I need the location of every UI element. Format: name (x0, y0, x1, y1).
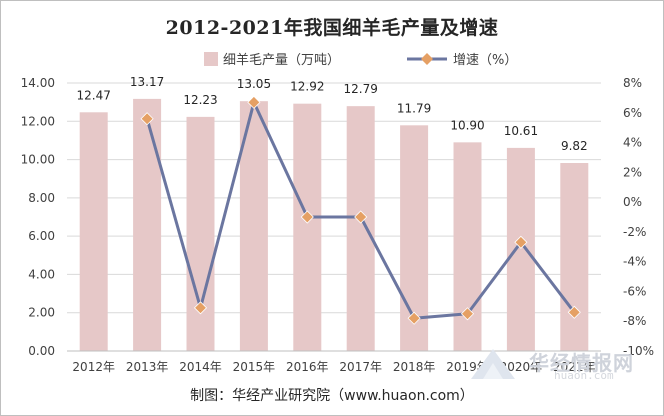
y-left-tick-label: 6.00 (28, 229, 55, 243)
y-right-tick-label: 0% (623, 195, 642, 209)
y-right-tick-label: 8% (623, 76, 642, 90)
y-right-tick-label: -2% (623, 225, 646, 239)
bar-data-label: 12.23 (183, 93, 217, 107)
bar-data-label: 12.79 (344, 82, 378, 96)
y-left-tick-label: 10.00 (21, 153, 55, 167)
growth-marker (140, 112, 154, 126)
watermark-logo-icon (471, 349, 515, 379)
growth-marker (567, 305, 581, 319)
bar-data-label: 11.79 (397, 101, 431, 115)
x-tick-label: 2012年 (72, 360, 115, 374)
bar-data-label: 10.61 (504, 124, 538, 138)
x-tick-label: 2017年 (339, 360, 382, 374)
y-left-tick-label: 0.00 (28, 344, 55, 358)
growth-marker (354, 210, 368, 224)
y-left-tick-label: 14.00 (21, 76, 55, 90)
x-tick-label: 2021年 (553, 360, 596, 374)
source-note: 制图：华经产业研究院（www.huaon.com） (190, 388, 474, 404)
bar (79, 112, 108, 351)
y-left-tick-label: 12.00 (21, 114, 55, 128)
y-right-tick-label: -4% (623, 255, 646, 269)
y-left-tick-label: 4.00 (28, 267, 55, 281)
bar-data-label: 9.82 (561, 139, 588, 153)
growth-marker (460, 307, 475, 321)
x-tick-label: 2018年 (393, 360, 436, 374)
watermark-name: 华经情报网 (529, 351, 634, 375)
growth-marker (407, 311, 421, 325)
x-tick-label: 2013年 (126, 360, 169, 374)
y-right-tick-label: -10% (623, 344, 654, 358)
bar (346, 106, 375, 351)
bar (133, 98, 162, 351)
x-tick-label: 2016年 (286, 360, 329, 374)
bar (186, 116, 215, 351)
y-right-tick-label: 6% (623, 106, 642, 120)
y-left-tick-label: 8.00 (28, 191, 55, 205)
bar (506, 147, 535, 351)
growth-marker (247, 95, 261, 109)
bar-data-label: 10.90 (450, 118, 484, 132)
legend-bar-label: 细羊毛产量（万吨） (223, 52, 340, 68)
bar (560, 163, 589, 351)
y-right-tick-label: 4% (623, 136, 642, 150)
bar (293, 103, 322, 351)
y-right-tick-label: 2% (623, 165, 642, 179)
bar-data-label: 13.05 (237, 77, 271, 91)
chart-title: 2012-2021年我国细羊毛产量及增速 (165, 17, 499, 39)
growth-marker (193, 301, 208, 315)
y-right-tick-label: -8% (623, 314, 646, 328)
legend-line-marker-icon (421, 53, 433, 65)
bar-data-label: 12.47 (77, 88, 111, 102)
x-tick-label: 2015年 (233, 360, 276, 374)
bar-data-label: 12.92 (290, 80, 324, 94)
x-tick-label: 2020年 (500, 360, 543, 374)
watermark-url: huaon.com (554, 369, 614, 382)
bar-data-label: 13.17 (130, 75, 164, 89)
y-right-tick-label: -6% (623, 284, 646, 298)
y-left-tick-label: 2.00 (28, 306, 55, 320)
legend-line-label: 增速（%） (453, 53, 517, 68)
growth-marker (300, 210, 314, 224)
x-tick-label: 2014年 (179, 360, 222, 374)
legend-bar-swatch (204, 52, 218, 66)
growth-marker (514, 235, 528, 249)
